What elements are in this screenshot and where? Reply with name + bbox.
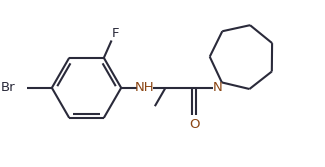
Text: O: O [189,118,200,131]
Text: Br: Br [1,81,15,94]
Text: NH: NH [135,81,154,94]
Text: F: F [112,27,119,40]
Text: N: N [213,81,222,94]
